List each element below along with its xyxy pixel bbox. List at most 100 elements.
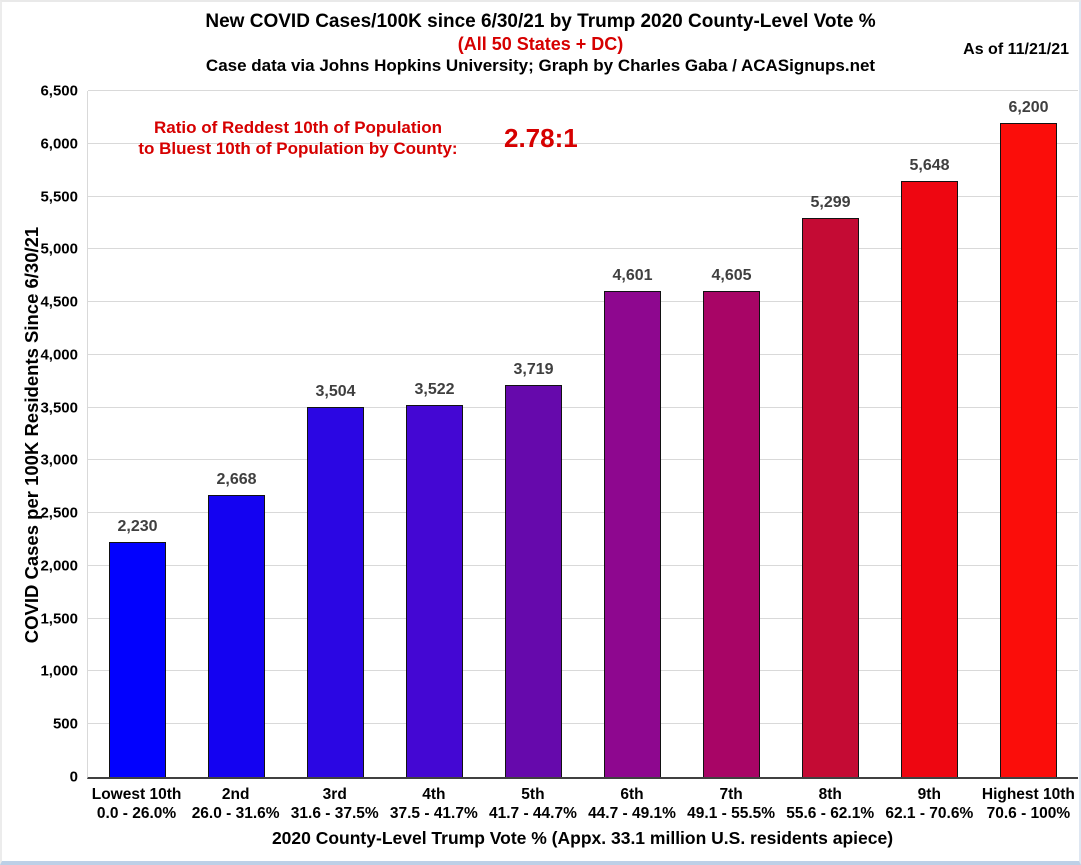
y-tick-label: 3,000	[40, 451, 78, 469]
y-axis-title: COVID Cases per 100K Residents Since 6/3…	[21, 226, 42, 644]
gridline	[88, 301, 1078, 303]
gridline	[88, 459, 1078, 461]
plot-area: 0 500 1,000 1,500 2,000 2,500 3,000 3,500 4,000 4…	[40, 83, 1078, 786]
gridline	[88, 90, 1078, 91]
y-tick-label: 5,500	[40, 188, 78, 206]
gridline	[88, 195, 1078, 197]
bar-slot: 4,605	[682, 91, 781, 777]
gridline	[88, 248, 1078, 250]
bar-value-label: 3,522	[414, 381, 455, 399]
x-category-range: 31.6 - 37.5%	[290, 805, 379, 822]
bar-value-label: 3,719	[513, 360, 554, 378]
bar	[505, 384, 562, 777]
bar-slot: 2,668	[187, 91, 286, 777]
bar-value-label: 5,299	[810, 193, 851, 211]
ratio-annotation-line2: to Bluest 10th of Population by County:	[138, 139, 458, 158]
ratio-annotation-line1: Ratio of Reddest 10th of Population	[153, 118, 443, 137]
y-tick-label: 2,500	[40, 504, 78, 522]
x-category-label: 6th 44.7 - 49.1%	[582, 785, 681, 823]
as-of-date: As of 11/21/21	[963, 41, 1069, 58]
x-category-tier: 5th	[521, 786, 545, 803]
bar-value-label: 4,605	[711, 267, 752, 284]
x-category-range: 44.7 - 49.1%	[588, 805, 676, 822]
y-tick-label: 4,500	[40, 293, 78, 311]
bar-value-label: 6,200	[1008, 98, 1049, 116]
gridline	[88, 723, 1078, 725]
bar-slot: 3,522	[385, 91, 484, 777]
x-category-range: 49.1 - 55.5%	[687, 805, 776, 822]
x-category-label: 8th 55.6 - 62.1%	[781, 785, 880, 823]
x-category-range: 62.1 - 70.6%	[885, 805, 974, 822]
gridline	[88, 142, 1078, 144]
ratio-annotation: Ratio of Reddest 10th of Population to B…	[100, 117, 578, 159]
y-tick-label: 5,000	[40, 240, 78, 258]
x-category-tier: 3rd	[322, 786, 347, 803]
bar	[208, 495, 265, 777]
bar-slot: 3,504	[286, 91, 385, 777]
bar-value-label: 3,504	[315, 383, 356, 401]
gridline	[88, 564, 1078, 566]
bar-slot: 4,601	[583, 91, 682, 777]
x-category-label: 5th 41.7 - 44.7%	[483, 785, 582, 823]
x-axis-title: 2020 County-Level Trump Vote % (Appx. 33…	[271, 828, 894, 848]
ratio-annotation-text: Ratio of Reddest 10th of Population to B…	[100, 117, 496, 159]
y-tick-label: 2,000	[40, 557, 78, 575]
bar-slot: 3,719	[484, 91, 583, 777]
bar	[307, 407, 364, 777]
x-category-range: 70.6 - 100%	[986, 805, 1071, 822]
y-tick-label: 500	[52, 715, 78, 733]
chart-title: New COVID Cases/100K since 6/30/21 by Tr…	[205, 11, 876, 32]
title-block: New COVID Cases/100K since 6/30/21 by Tr…	[2, 10, 1079, 76]
chart-subtitle: (All 50 States + DC)	[457, 34, 624, 54]
x-category-range: 55.6 - 62.1%	[786, 805, 875, 822]
x-category-tier: Lowest 10th	[91, 786, 182, 803]
gridline	[88, 670, 1078, 672]
bar-value-label: 2,230	[117, 517, 158, 535]
y-tick-label: 1,500	[40, 610, 78, 628]
x-category-label: 9th 62.1 - 70.6%	[880, 785, 979, 823]
bar-slot: 6,200	[979, 91, 1078, 777]
y-tick-label: 6,000	[40, 135, 78, 153]
bar-value-label: 5,648	[909, 156, 950, 174]
x-category-tier: 4th	[422, 786, 446, 803]
y-tick-label: 3,500	[40, 399, 78, 417]
gridline	[88, 406, 1078, 408]
x-category-tier: 6th	[620, 786, 644, 803]
y-tick-label: 4,000	[40, 346, 78, 364]
x-category-range: 26.0 - 31.6%	[191, 805, 280, 822]
y-tick-label: 0	[69, 768, 78, 786]
x-category-label: 4th 37.5 - 41.7%	[384, 785, 483, 823]
x-category-label: 2nd 26.0 - 31.6%	[186, 785, 285, 823]
gridline	[88, 617, 1078, 619]
bar	[109, 541, 166, 777]
x-category-label: 7th 49.1 - 55.5%	[682, 785, 781, 823]
x-category-range: 0.0 - 26.0%	[96, 805, 177, 822]
x-category-tier: 2nd	[221, 786, 250, 803]
bar-slot: 5,299	[781, 91, 880, 777]
gridline	[88, 512, 1078, 514]
bar-value-label: 4,601	[612, 267, 653, 285]
x-category-label: Highest 10th 70.6 - 100%	[979, 785, 1078, 823]
bar-slot: 2,230	[88, 91, 187, 777]
gridline	[88, 353, 1078, 355]
bar-slot: 5,648	[880, 91, 979, 777]
x-axis-category-labels: Lowest 10th 0.0 - 26.0% 2nd 26.0 - 31.6%…	[87, 785, 1078, 823]
bar	[604, 291, 661, 777]
y-tick-label: 6,500	[40, 82, 78, 100]
y-tick-label: 1,000	[40, 662, 78, 680]
x-category-label: Lowest 10th 0.0 - 26.0%	[87, 785, 186, 823]
x-category-tier: 8th	[818, 786, 842, 803]
x-category-range: 37.5 - 41.7%	[389, 805, 478, 822]
bar	[802, 217, 859, 777]
ratio-value: 2.78:1	[504, 122, 578, 153]
bar	[406, 405, 463, 777]
x-category-tier: 7th	[719, 786, 743, 803]
bar-value-label: 2,668	[216, 471, 257, 489]
x-category-tier: Highest 10th	[981, 786, 1075, 803]
bar	[703, 291, 760, 777]
bar-series: 2,230 2,668 3,504 3,522 3,719 4,601 4,60…	[88, 91, 1078, 777]
bar	[1000, 122, 1057, 777]
bar	[901, 180, 958, 777]
x-category-label: 3rd 31.6 - 37.5%	[285, 785, 384, 823]
